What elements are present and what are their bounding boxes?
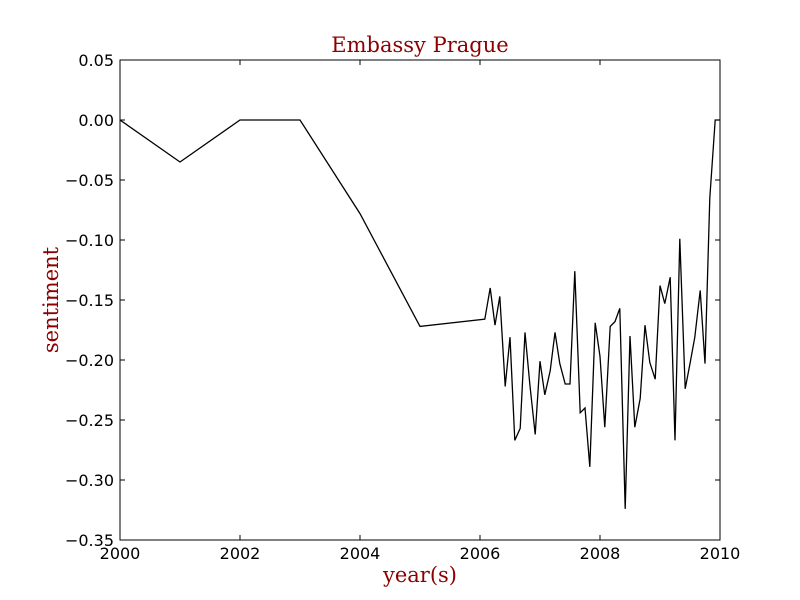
x-axis-label: year(s) xyxy=(382,563,457,587)
y-tick-label: −0.10 xyxy=(65,231,114,250)
y-tick-label: −0.20 xyxy=(65,351,114,370)
x-tick-label: 2000 xyxy=(100,544,141,563)
y-axis-label: sentiment xyxy=(39,246,63,353)
y-tick-label: −0.05 xyxy=(65,171,114,190)
plot-area-frame xyxy=(119,59,721,541)
x-tick-label: 2002 xyxy=(220,544,261,563)
x-tick-label: 2006 xyxy=(460,544,501,563)
x-tick-label: 2004 xyxy=(340,544,381,563)
y-tick-label: −0.25 xyxy=(65,411,114,430)
y-tick-label: 0.05 xyxy=(78,51,114,70)
series-line-sentiment xyxy=(119,119,720,509)
chart-title: Embassy Prague xyxy=(331,33,508,57)
y-tick-label: −0.15 xyxy=(65,291,114,310)
x-tick-label: 2008 xyxy=(580,544,621,563)
x-axis: 2000 2002 2004 2006 2008 2010 xyxy=(100,60,741,563)
y-axis: 0.05 0.00 −0.05 −0.10 −0.15 −0.20 −0.25 −0.30 −0… xyxy=(65,51,720,550)
y-tick-label: 0.00 xyxy=(78,111,114,130)
x-tick-label: 2010 xyxy=(700,544,741,563)
y-tick-label: −0.30 xyxy=(65,471,114,490)
y-tick-label: −0.35 xyxy=(65,531,114,550)
